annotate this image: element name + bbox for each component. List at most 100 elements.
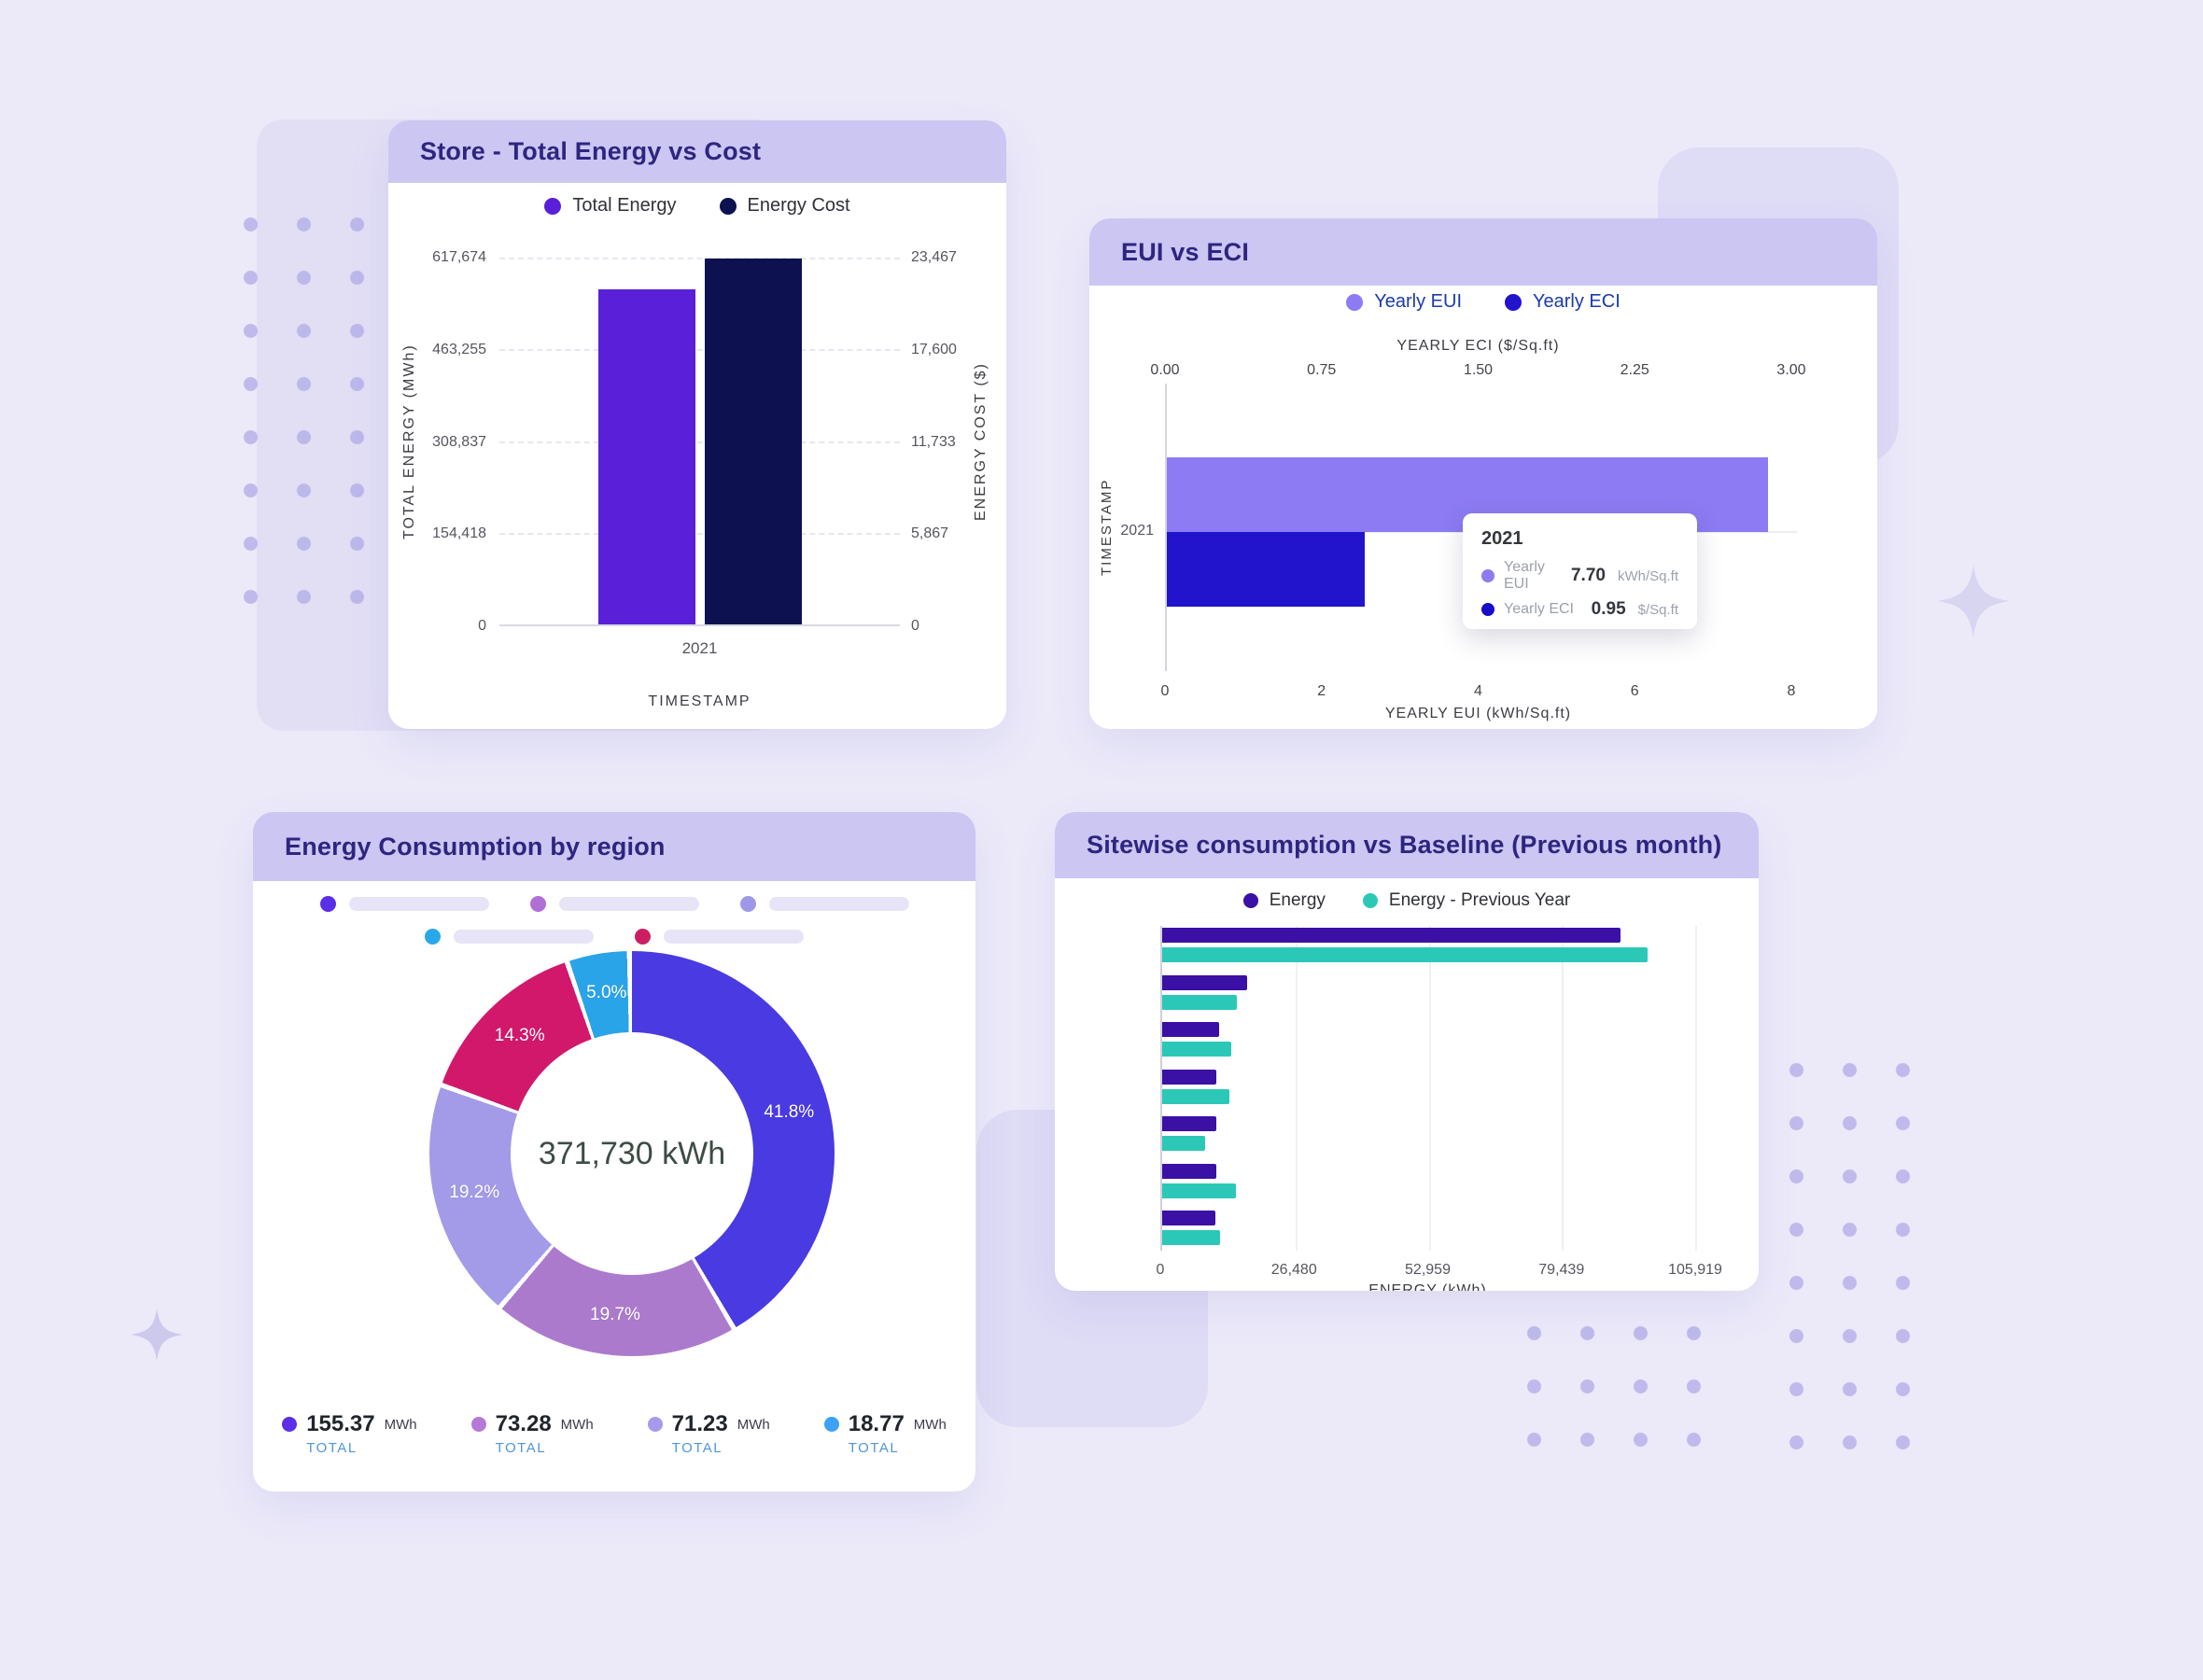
site-bar-group	[1162, 1069, 1695, 1104]
legend-dot-icon	[1481, 603, 1494, 616]
legend-skeleton-pill	[664, 930, 804, 944]
decorative-dot-grid-bottom-right	[1770, 1043, 1929, 1469]
total-caption: TOTAL	[848, 1440, 900, 1456]
axis-tick: 617,674	[432, 249, 486, 265]
axis-tick: 4	[1474, 683, 1482, 699]
total-unit: MWh	[737, 1416, 770, 1433]
legend-item-yearly-eui[interactable]: Yearly EUI	[1346, 291, 1462, 313]
bar-energy-previous-year[interactable]	[1162, 1088, 1229, 1104]
total-caption: TOTAL	[306, 1440, 358, 1456]
sparkle-icon	[1937, 565, 2010, 637]
tooltip-row-eci: Yearly ECI 0.95 $/Sq.ft	[1481, 599, 1678, 620]
axis-tick: 11,733	[911, 433, 956, 450]
legend-skeleton-item[interactable]	[529, 896, 699, 912]
site-bar-group	[1162, 928, 1695, 962]
bar-energy-previous-year[interactable]	[1162, 1183, 1236, 1198]
legend-skeleton-item[interactable]	[425, 929, 594, 945]
bar-energy-previous-year[interactable]	[1162, 1042, 1231, 1057]
total-caption: TOTAL	[671, 1440, 723, 1456]
legend-skeleton-pill	[454, 930, 594, 944]
legend-skeleton-item[interactable]	[739, 896, 909, 912]
x-axis-label: ENERGY (kWh)	[1368, 1282, 1487, 1291]
legend-skeleton	[253, 896, 975, 945]
bar-energy[interactable]	[1162, 1116, 1216, 1131]
legend-dot-icon	[282, 1417, 298, 1432]
bar-energy-previous-year[interactable]	[1162, 994, 1237, 1010]
bar-energy[interactable]	[1162, 928, 1621, 943]
bar-total-energy[interactable]	[597, 288, 695, 624]
legend-dot-icon	[425, 929, 441, 945]
tooltip-value: 7.70	[1570, 566, 1606, 585]
axis-tick: 8	[1787, 683, 1796, 699]
axis-tick: 105,919	[1668, 1262, 1722, 1278]
legend-item-yearly-eci[interactable]: Yearly ECI	[1505, 291, 1621, 313]
bar-energy-previous-year[interactable]	[1162, 1136, 1205, 1151]
legend-dot-icon	[1362, 893, 1378, 908]
legend-dot-icon	[647, 1417, 663, 1432]
bar-energy-cost[interactable]	[704, 259, 802, 624]
axis-tick: 1.50	[1463, 362, 1494, 378]
top-axis-label: YEARLY ECI ($/Sq.ft)	[1396, 338, 1560, 354]
legend-label: Energy Cost	[747, 195, 850, 216]
legend-skeleton-row	[253, 896, 975, 912]
axis-tick: 0	[1156, 1262, 1165, 1278]
sitewise-vs-baseline-card: Sitewise consumption vs Baseline (Previo…	[1055, 812, 1759, 1291]
bar-energy[interactable]	[1162, 1069, 1216, 1085]
y-axis-tick: 2021	[1120, 523, 1154, 539]
card-header: Energy Consumption by region	[253, 812, 975, 881]
legend-label: Energy - Previous Year	[1388, 890, 1571, 910]
tooltip-label: Yearly ECI	[1504, 601, 1574, 617]
legend-item-total-energy[interactable]: Total Energy	[544, 195, 677, 217]
axis-tick: 3.00	[1776, 362, 1806, 378]
legend-dot-icon	[470, 1417, 486, 1432]
y-axis-ticks-right: 23,467 17,600 11,733 5,867 0	[911, 249, 1004, 634]
axis-tick: 2.25	[1620, 362, 1649, 378]
tooltip-label: Yearly EUI	[1504, 559, 1545, 592]
gridline	[1295, 926, 1298, 1251]
gridline	[499, 349, 900, 352]
legend-item-energy-cost[interactable]: Energy Cost	[719, 195, 850, 217]
y-axis-label: TIMESTAMP	[1099, 478, 1115, 577]
legend-dot-icon	[1346, 293, 1364, 311]
legend-dot-icon	[719, 197, 737, 215]
slice-percent-label: 19.2%	[449, 1183, 500, 1203]
legend-skeleton-pill	[348, 897, 489, 911]
bar-energy[interactable]	[1162, 974, 1247, 990]
legend-skeleton-item[interactable]	[635, 929, 804, 945]
total-unit: MWh	[560, 1416, 594, 1433]
site-bar-group	[1162, 1211, 1695, 1245]
axis-tick: 79,439	[1538, 1262, 1585, 1278]
card-title: Store - Total Energy vs Cost	[420, 137, 762, 165]
donut-chart[interactable]: 371,730 kWh 41.8% 19.7% 19.2% 14.3% 5.0%	[429, 951, 835, 1356]
bottom-axis-label: YEARLY EUI (kWh/Sq.ft)	[1384, 706, 1572, 721]
site-bar-group	[1162, 1116, 1695, 1151]
chart-legend: Yearly EUI Yearly ECI	[1089, 291, 1877, 313]
axis-tick: 154,418	[432, 525, 486, 542]
legend-item-energy-previous-year[interactable]: Energy - Previous Year	[1362, 890, 1571, 911]
axis-tick: 52,959	[1405, 1262, 1451, 1278]
legend-item-energy[interactable]: Energy	[1242, 890, 1326, 911]
region-total-item: 73.28 MWh TOTAL	[470, 1411, 594, 1456]
eui-vs-eci-card: EUI vs ECI Yearly EUI Yearly ECI YEARLY …	[1089, 218, 1877, 729]
bar-energy[interactable]	[1162, 1022, 1219, 1037]
x-axis-tick: 2021	[681, 639, 718, 657]
bar-energy[interactable]	[1162, 1163, 1216, 1179]
axis-tick: 17,600	[911, 341, 957, 357]
total-unit: MWh	[384, 1416, 417, 1433]
legend-skeleton-pill	[768, 897, 909, 911]
bar-yearly-eci[interactable]	[1167, 531, 1365, 607]
total-value: 71.23	[671, 1411, 728, 1436]
bar-energy-previous-year[interactable]	[1162, 947, 1649, 962]
legend-skeleton-item[interactable]	[319, 896, 489, 912]
site-bar-group	[1162, 974, 1695, 1010]
store-energy-cost-card: Store - Total Energy vs Cost Total Energ…	[388, 120, 1006, 729]
card-title: EUI vs ECI	[1121, 237, 1250, 266]
bar-energy[interactable]	[1162, 1211, 1215, 1225]
legend-dot-icon	[1505, 293, 1522, 311]
bar-energy-previous-year[interactable]	[1162, 1230, 1220, 1245]
gridline	[499, 441, 900, 443]
axis-tick: 0.75	[1307, 362, 1337, 378]
legend-dot-icon	[319, 896, 336, 912]
total-caption: TOTAL	[495, 1440, 547, 1456]
